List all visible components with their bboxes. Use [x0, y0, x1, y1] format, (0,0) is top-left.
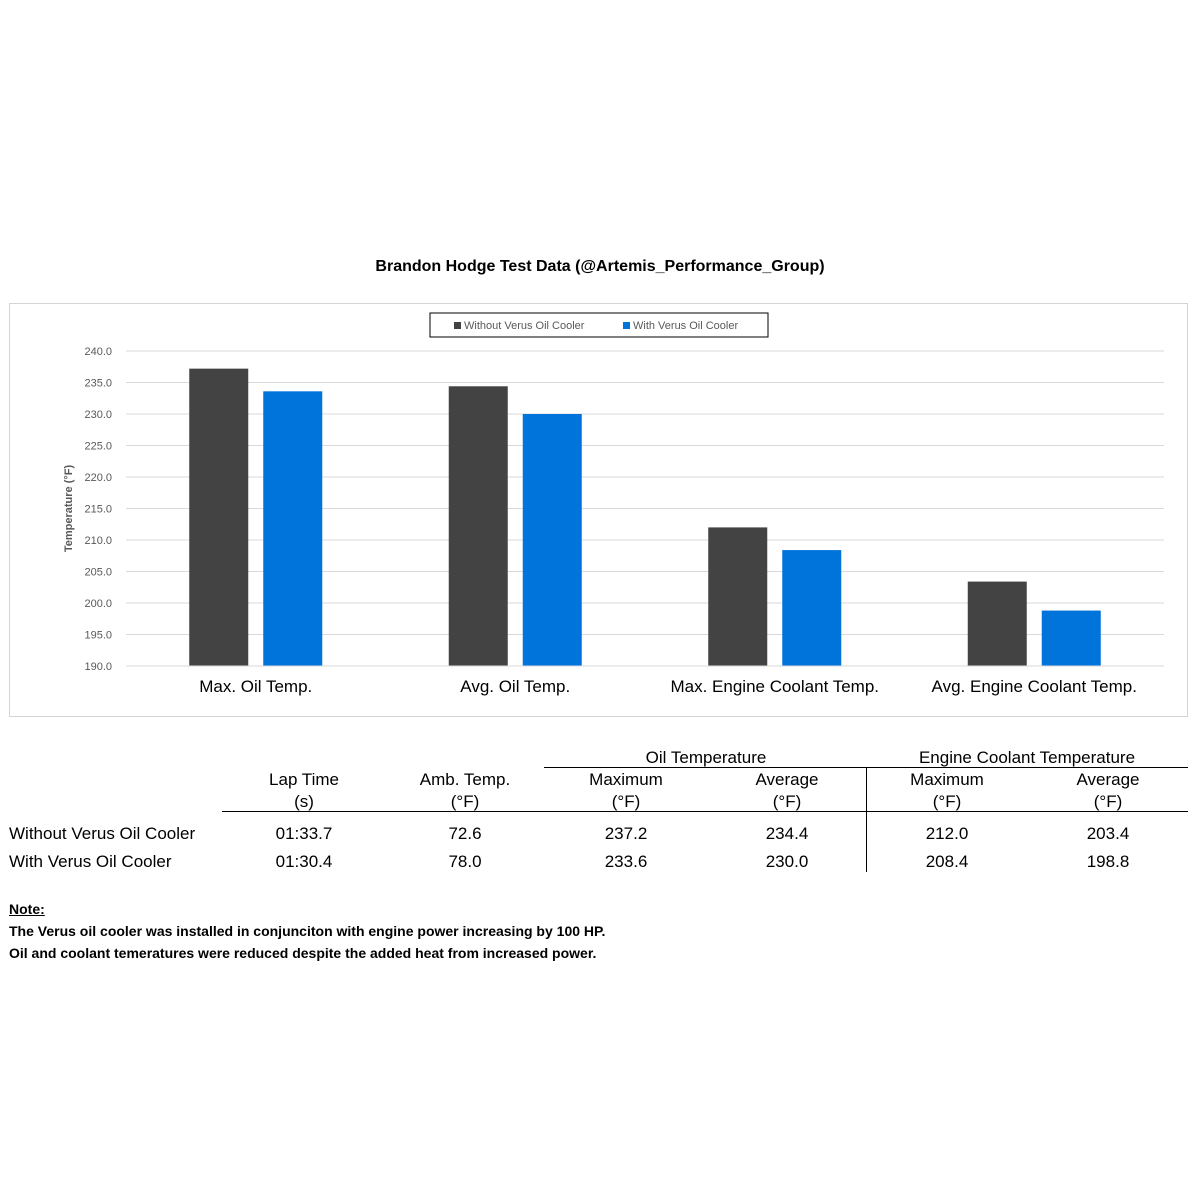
bar	[782, 550, 842, 666]
category-label: Avg. Oil Temp.	[460, 677, 570, 696]
legend-box	[429, 312, 769, 338]
y-tick-label: 235.0	[84, 378, 112, 390]
y-axis-label: Temperature (°F)	[63, 465, 75, 553]
bar	[967, 581, 1027, 666]
legend-label: Without Verus Oil Cooler	[464, 320, 585, 332]
notes: Note: The Verus oil cooler was installed…	[9, 898, 605, 964]
y-tick-label: 195.0	[84, 630, 112, 642]
legend-swatch	[623, 322, 630, 329]
y-tick-label: 205.0	[84, 567, 112, 579]
amb-temp-cell: 78.0	[448, 852, 482, 871]
y-tick-label: 220.0	[84, 472, 112, 484]
bar-chart: 190.0 195.0 200.0 205.0 210.0 215.0 220.0 225.0…	[63, 312, 1164, 696]
lap-time-cell: 01:30.4	[275, 852, 333, 871]
note-line: Oil and coolant temeratures were reduced…	[9, 945, 597, 961]
category-label: Max. Engine Coolant Temp.	[670, 677, 879, 696]
lap-time-cell: 01:33.7	[275, 824, 333, 843]
y-tick-label: 215.0	[84, 504, 112, 516]
coolant-avg-cell: 198.8	[1086, 852, 1130, 871]
lap-time-unit: (s)	[294, 792, 314, 811]
amb-temp-cell: 72.6	[448, 824, 482, 843]
coolant-avg-header: Average	[1076, 770, 1140, 789]
coolant-max-unit: (°F)	[932, 792, 962, 811]
coolant-max-cell: 208.4	[925, 852, 969, 871]
legend-swatch	[454, 322, 461, 329]
coolant-avg-cell: 203.4	[1086, 824, 1130, 843]
results-table: Oil Temperature Engine Coolant Temperatu…	[0, 740, 1200, 890]
y-tick-label: 225.0	[84, 441, 112, 453]
y-tick-label: 200.0	[84, 598, 112, 610]
oil-max-cell: 233.6	[604, 852, 648, 871]
coolant-max-cell: 212.0	[925, 824, 969, 843]
coolant-avg-unit: (°F)	[1093, 792, 1123, 811]
column-divider	[866, 767, 867, 872]
amb-temp-header: Amb. Temp.	[419, 770, 511, 789]
amb-temp-unit: (°F)	[450, 792, 480, 811]
chart-area: 190.0 195.0 200.0 205.0 210.0 215.0 220.0 225.0…	[9, 303, 1188, 717]
bar	[708, 527, 768, 666]
y-tick-label: 190.0	[84, 661, 112, 673]
oil-max-header: Maximum	[589, 770, 663, 789]
oil-max-cell: 237.2	[604, 824, 648, 843]
bar	[189, 368, 249, 666]
oil-avg-cell: 230.0	[765, 852, 809, 871]
y-tick-label: 210.0	[84, 535, 112, 547]
row-label: With Verus Oil Cooler	[9, 852, 172, 871]
note-heading: Note:	[9, 901, 45, 917]
category-label: Max. Oil Temp.	[199, 677, 312, 696]
bar	[448, 386, 508, 666]
bar	[1041, 610, 1101, 666]
legend-label: With Verus Oil Cooler	[633, 320, 738, 332]
oil-avg-cell: 234.4	[765, 824, 809, 843]
bar	[263, 391, 323, 666]
oil-avg-unit: (°F)	[772, 792, 802, 811]
chart-title: Brandon Hodge Test Data (@Artemis_Perfor…	[375, 258, 825, 275]
coolant-max-header: Maximum	[910, 770, 984, 789]
row-label: Without Verus Oil Cooler	[9, 824, 196, 843]
oil-max-unit: (°F)	[611, 792, 641, 811]
y-tick-label: 230.0	[84, 409, 112, 421]
note-line: The Verus oil cooler was installed in co…	[9, 923, 606, 939]
oil-temperature-group-header: Oil Temperature	[645, 748, 767, 767]
lap-time-header: Lap Time	[269, 770, 339, 789]
y-tick-label: 240.0	[84, 346, 112, 358]
bar	[522, 414, 582, 666]
category-label: Avg. Engine Coolant Temp.	[932, 677, 1137, 696]
header-rule	[222, 811, 1188, 812]
coolant-temperature-group-header: Engine Coolant Temperature	[918, 748, 1136, 767]
oil-avg-header: Average	[755, 770, 819, 789]
